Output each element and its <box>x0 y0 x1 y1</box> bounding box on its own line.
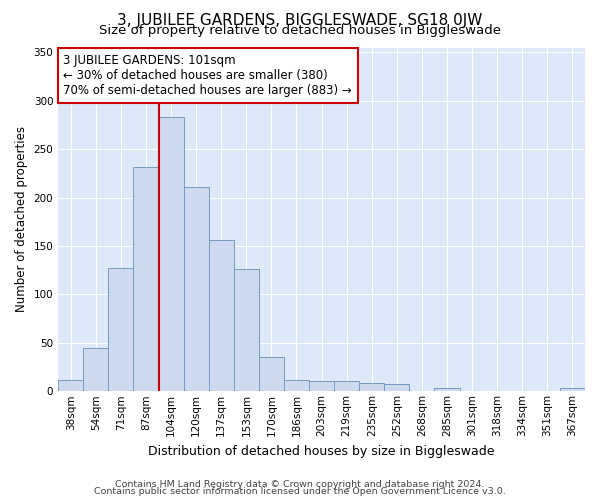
Text: 3 JUBILEE GARDENS: 101sqm
← 30% of detached houses are smaller (380)
70% of semi: 3 JUBILEE GARDENS: 101sqm ← 30% of detac… <box>64 54 352 98</box>
Bar <box>259 358 284 392</box>
Bar <box>334 380 359 392</box>
Bar <box>133 166 158 392</box>
Bar <box>109 268 133 392</box>
Bar <box>209 240 234 392</box>
Text: Size of property relative to detached houses in Biggleswade: Size of property relative to detached ho… <box>99 24 501 37</box>
Text: Contains HM Land Registry data © Crown copyright and database right 2024.: Contains HM Land Registry data © Crown c… <box>115 480 485 489</box>
Bar <box>560 388 585 392</box>
Bar <box>309 380 334 392</box>
Bar <box>58 380 83 392</box>
Bar <box>83 348 109 392</box>
Bar <box>184 187 209 392</box>
Bar <box>284 380 309 392</box>
X-axis label: Distribution of detached houses by size in Biggleswade: Distribution of detached houses by size … <box>148 444 495 458</box>
Text: Contains public sector information licensed under the Open Government Licence v3: Contains public sector information licen… <box>94 487 506 496</box>
Bar <box>234 270 259 392</box>
Y-axis label: Number of detached properties: Number of detached properties <box>15 126 28 312</box>
Bar <box>434 388 460 392</box>
Bar <box>385 384 409 392</box>
Text: 3, JUBILEE GARDENS, BIGGLESWADE, SG18 0JW: 3, JUBILEE GARDENS, BIGGLESWADE, SG18 0J… <box>118 12 482 28</box>
Bar <box>359 382 385 392</box>
Bar <box>158 117 184 392</box>
